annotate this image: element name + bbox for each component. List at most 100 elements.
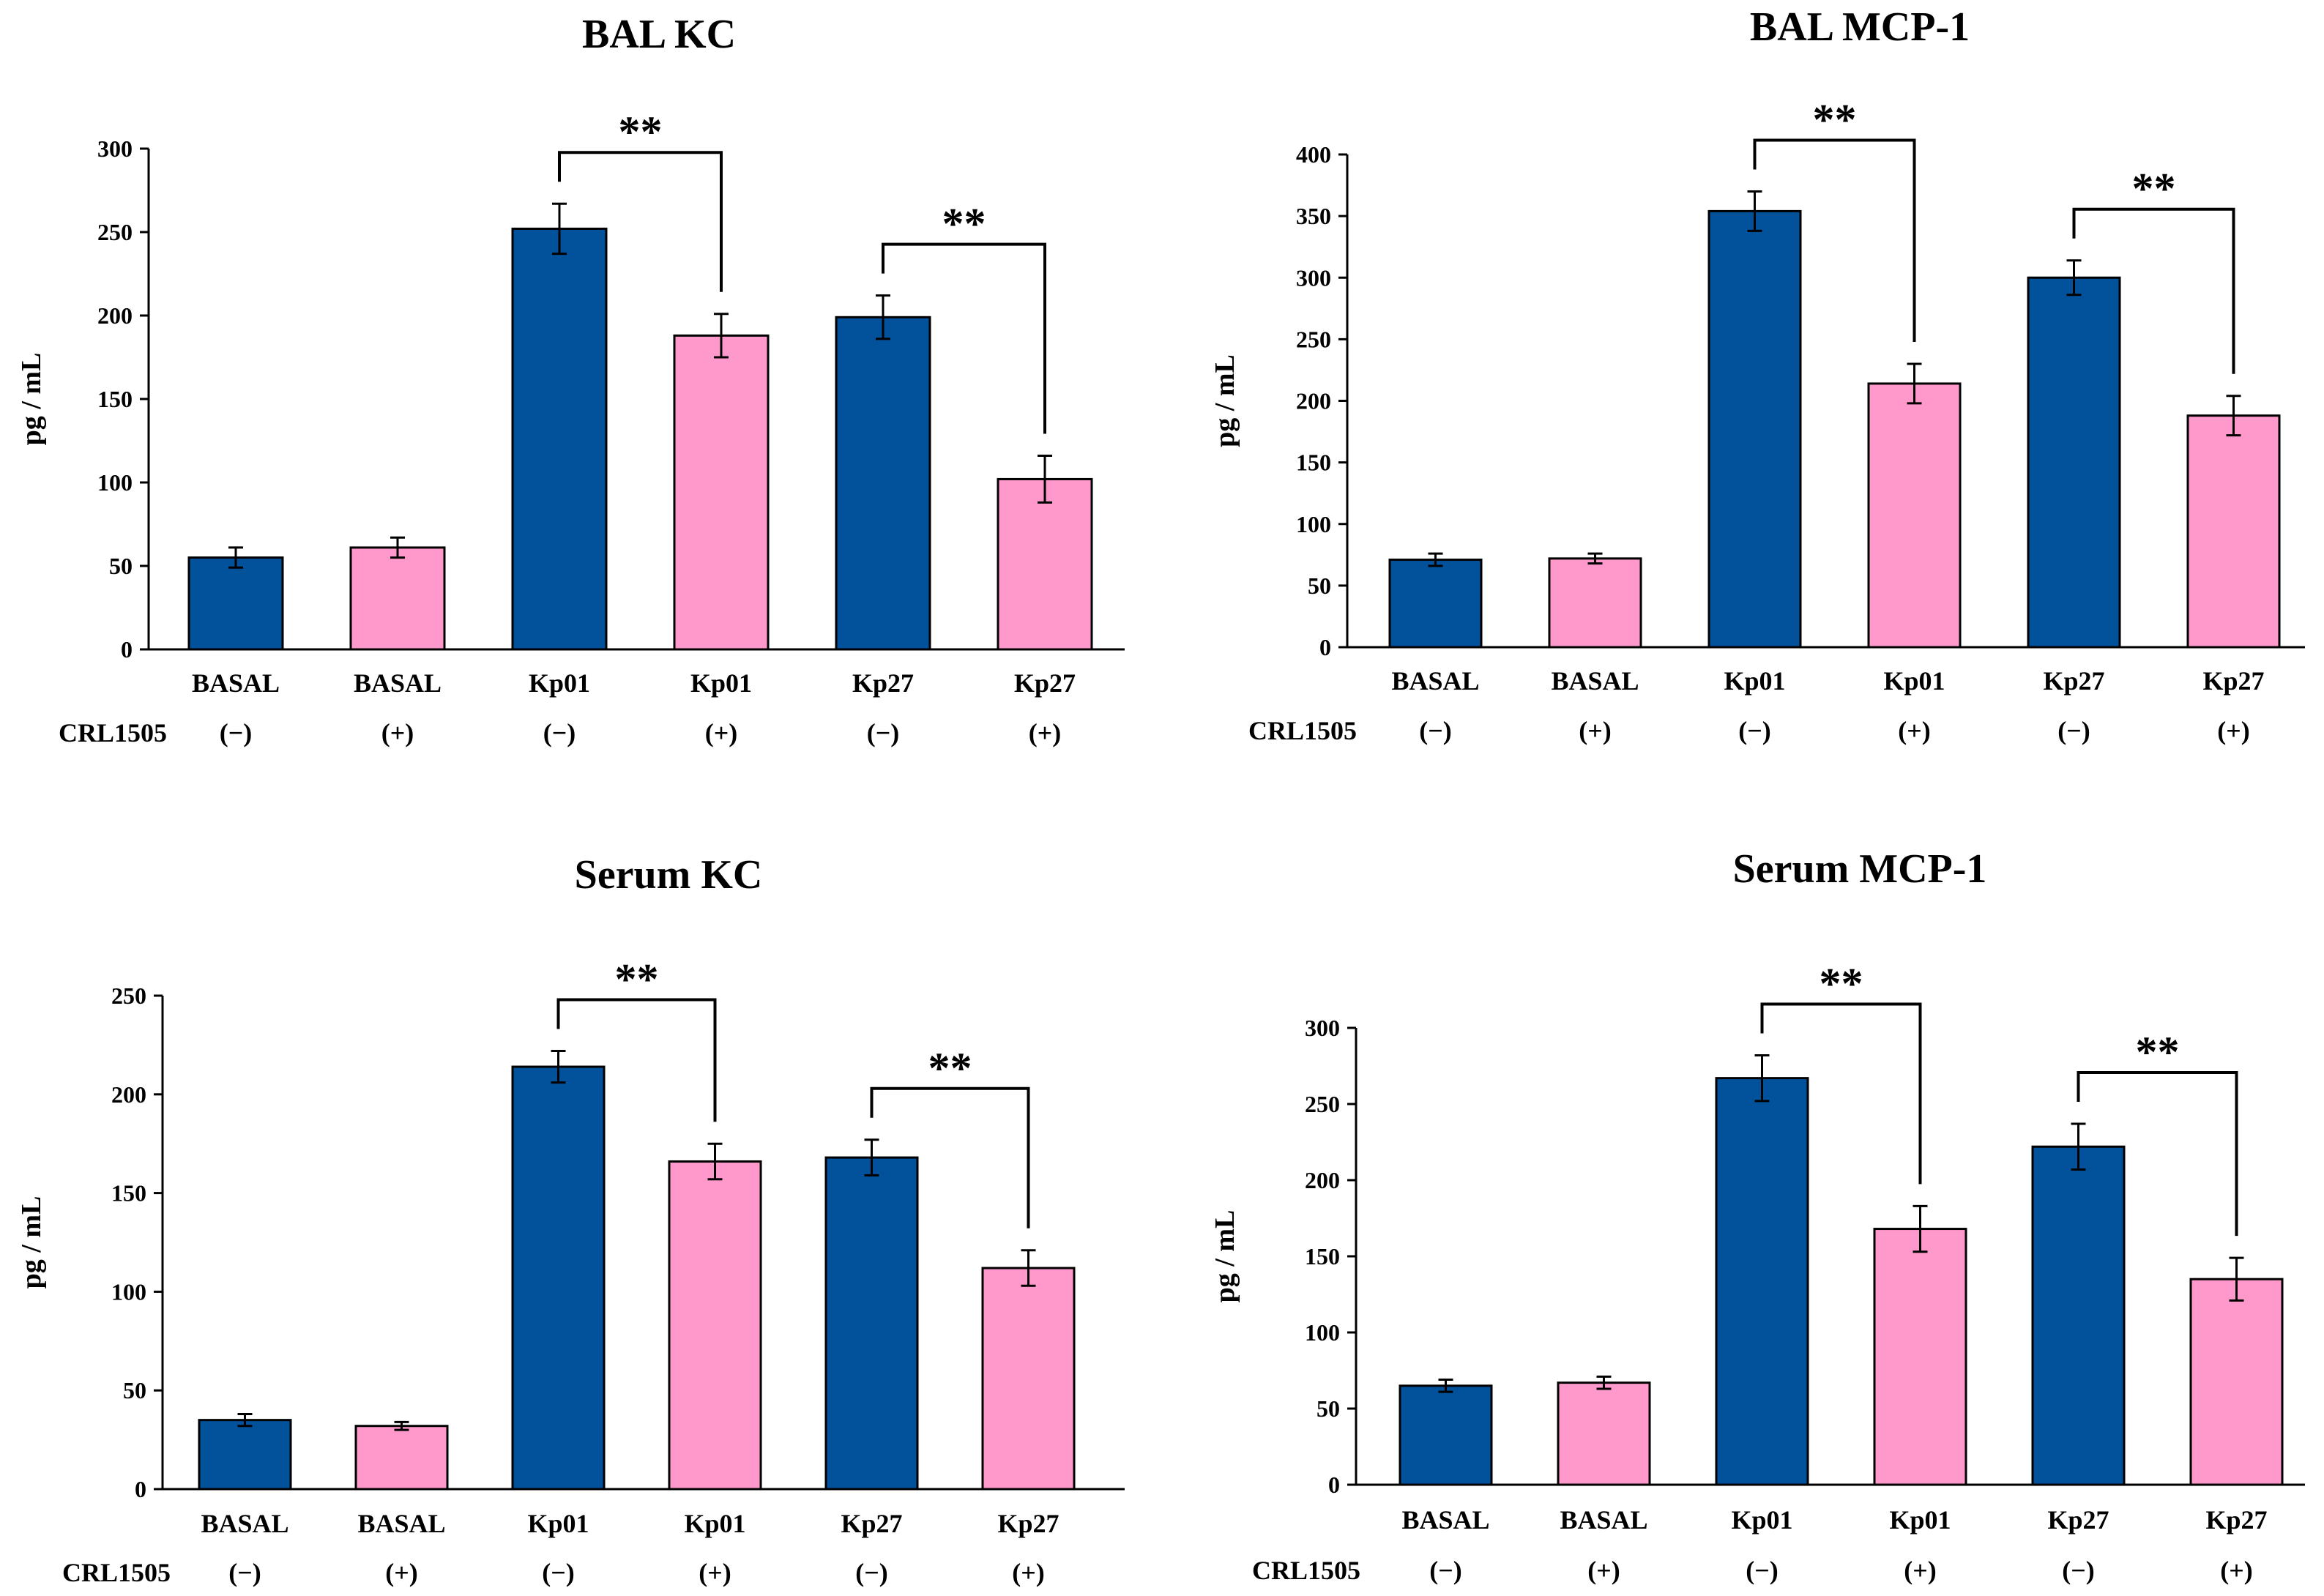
y-tick-label: 0	[1319, 634, 1331, 660]
x-category-label: BASAL	[201, 1509, 288, 1538]
bar-basal-crl1505	[354, 1425, 449, 1491]
error-bar	[551, 1049, 566, 1084]
treatment-row-label: CRL1505	[59, 718, 167, 747]
x-category-label: BASAL	[354, 668, 442, 698]
treatment-label: (−)	[543, 718, 576, 747]
y-tick-label: 300	[1296, 264, 1331, 291]
significance-bracket	[556, 998, 717, 1122]
error-bar	[714, 313, 729, 359]
y-axis-label: pg / mL	[16, 353, 47, 446]
bar-basal-crl1505	[1557, 1381, 1651, 1486]
x-category-label: BASAL	[1401, 1505, 1489, 1535]
significance-label: **	[1820, 959, 1863, 1007]
error-bar	[2066, 259, 2082, 297]
bar-kp27-untreated	[2031, 1145, 2126, 1486]
x-category-label: Kp27	[2047, 1505, 2109, 1535]
treatment-label: (−)	[1419, 716, 1452, 745]
treatment-label: (−)	[1746, 1556, 1779, 1585]
y-tick-label: 250	[1305, 1091, 1340, 1117]
bar-kp27-crl1505	[2186, 414, 2281, 649]
bar-kp27-crl1505	[981, 1267, 1076, 1491]
significance-bracket	[1760, 1002, 1922, 1185]
significance-label: **	[2132, 165, 2176, 213]
bar-kp27-untreated	[835, 316, 931, 651]
significance-bracket	[1753, 138, 1916, 343]
error-bar	[1907, 362, 1922, 405]
x-category-label: Kp01	[1883, 666, 1945, 696]
x-category-label: Kp01	[684, 1509, 745, 1538]
y-tick-label: 50	[1308, 573, 1331, 599]
bar-kp27-untreated	[824, 1156, 919, 1491]
error-bar	[1913, 1204, 1928, 1253]
bar-kp01-crl1505	[1873, 1228, 1967, 1486]
x-category-label: Kp27	[2043, 666, 2104, 696]
bar-kp27-crl1505	[2189, 1278, 2284, 1486]
bar-kp27-untreated	[2027, 276, 2121, 649]
bar-kp01-untreated	[511, 1065, 606, 1491]
chart-title: Serum MCP-1	[1733, 846, 1987, 892]
bar-kp01-crl1505	[673, 334, 770, 651]
x-category-label: BASAL	[192, 668, 280, 698]
x-category-label: BASAL	[1551, 666, 1639, 696]
chart-panel-1: BAL KC pg / mL 0 50 100 150 200 250 300 CRL1505 BA…	[16, 12, 1125, 747]
error-bar	[237, 1413, 253, 1428]
error-bar	[390, 536, 405, 559]
error-bar	[1754, 1054, 1770, 1103]
y-tick-label: 150	[1296, 450, 1331, 476]
y-tick-label: 400	[1296, 141, 1331, 168]
bar-basal-crl1505	[1548, 557, 1642, 649]
chart-panel-4: Serum MCP-1 pg / mL 0 50 100 150 200 250 300 CRL1…	[1210, 846, 2305, 1585]
significance-label: **	[2136, 1028, 2180, 1076]
error-bar	[1587, 552, 1603, 565]
error-bar	[1021, 1249, 1036, 1287]
treatment-label: (+)	[1029, 718, 1062, 747]
y-tick-label: 0	[1328, 1472, 1340, 1498]
significance-label: **	[1813, 95, 1857, 143]
error-bar	[1038, 455, 1052, 504]
bar-basal-untreated	[1388, 559, 1483, 649]
y-tick-label: 0	[121, 636, 133, 663]
error-bar	[228, 546, 243, 569]
treatment-row-label: CRL1505	[62, 1558, 171, 1587]
chart-title: BAL MCP-1	[1750, 4, 1970, 50]
significance-bracket	[558, 151, 723, 292]
y-tick-label: 200	[97, 302, 133, 329]
treatment-label: (−)	[542, 1558, 575, 1587]
chart-panel-3: Serum KC pg / mL 0 50 100 150 200 250 CRL1505 BAS…	[16, 852, 1125, 1587]
significance-bracket	[2072, 207, 2235, 374]
y-tick-label: 100	[97, 469, 133, 496]
x-category-label: BASAL	[1560, 1505, 1647, 1535]
y-tick-label: 150	[97, 386, 133, 412]
y-tick-label: 100	[1296, 511, 1331, 537]
error-bar	[864, 1138, 879, 1177]
treatment-label: (−)	[1429, 1556, 1462, 1585]
y-axis-label: pg / mL	[16, 1196, 47, 1289]
x-category-label: Kp01	[1889, 1505, 1951, 1535]
x-category-label: Kp27	[2205, 1505, 2267, 1535]
x-category-label: BASAL	[1391, 666, 1479, 696]
y-tick-label: 0	[135, 1476, 146, 1502]
treatment-label: (+)	[699, 1558, 731, 1587]
treatment-label: (+)	[381, 718, 414, 747]
x-category-label: Kp01	[529, 668, 590, 698]
significance-label: **	[615, 955, 659, 1003]
y-tick-label: 250	[1296, 326, 1331, 352]
treatment-label: (+)	[1012, 1558, 1045, 1587]
error-bar	[394, 1420, 409, 1431]
bar-basal-untreated	[187, 556, 284, 651]
bar-basal-crl1505	[349, 546, 446, 651]
x-category-label: Kp27	[841, 1509, 902, 1538]
treatment-label: (−)	[2057, 716, 2090, 745]
significance-label: **	[928, 1044, 972, 1092]
error-bar	[707, 1142, 723, 1181]
y-axis-label: pg / mL	[1210, 354, 1240, 447]
treatment-label: (−)	[867, 718, 900, 747]
treatment-label: (−)	[220, 718, 253, 747]
treatment-label: (+)	[1579, 716, 1612, 745]
y-tick-label: 200	[1296, 388, 1331, 414]
x-category-label: Kp27	[852, 668, 914, 698]
treatment-label: (+)	[2220, 1556, 2253, 1585]
y-tick-label: 50	[109, 553, 133, 579]
y-tick-label: 200	[1305, 1167, 1340, 1193]
y-tick-label: 250	[111, 982, 146, 1009]
